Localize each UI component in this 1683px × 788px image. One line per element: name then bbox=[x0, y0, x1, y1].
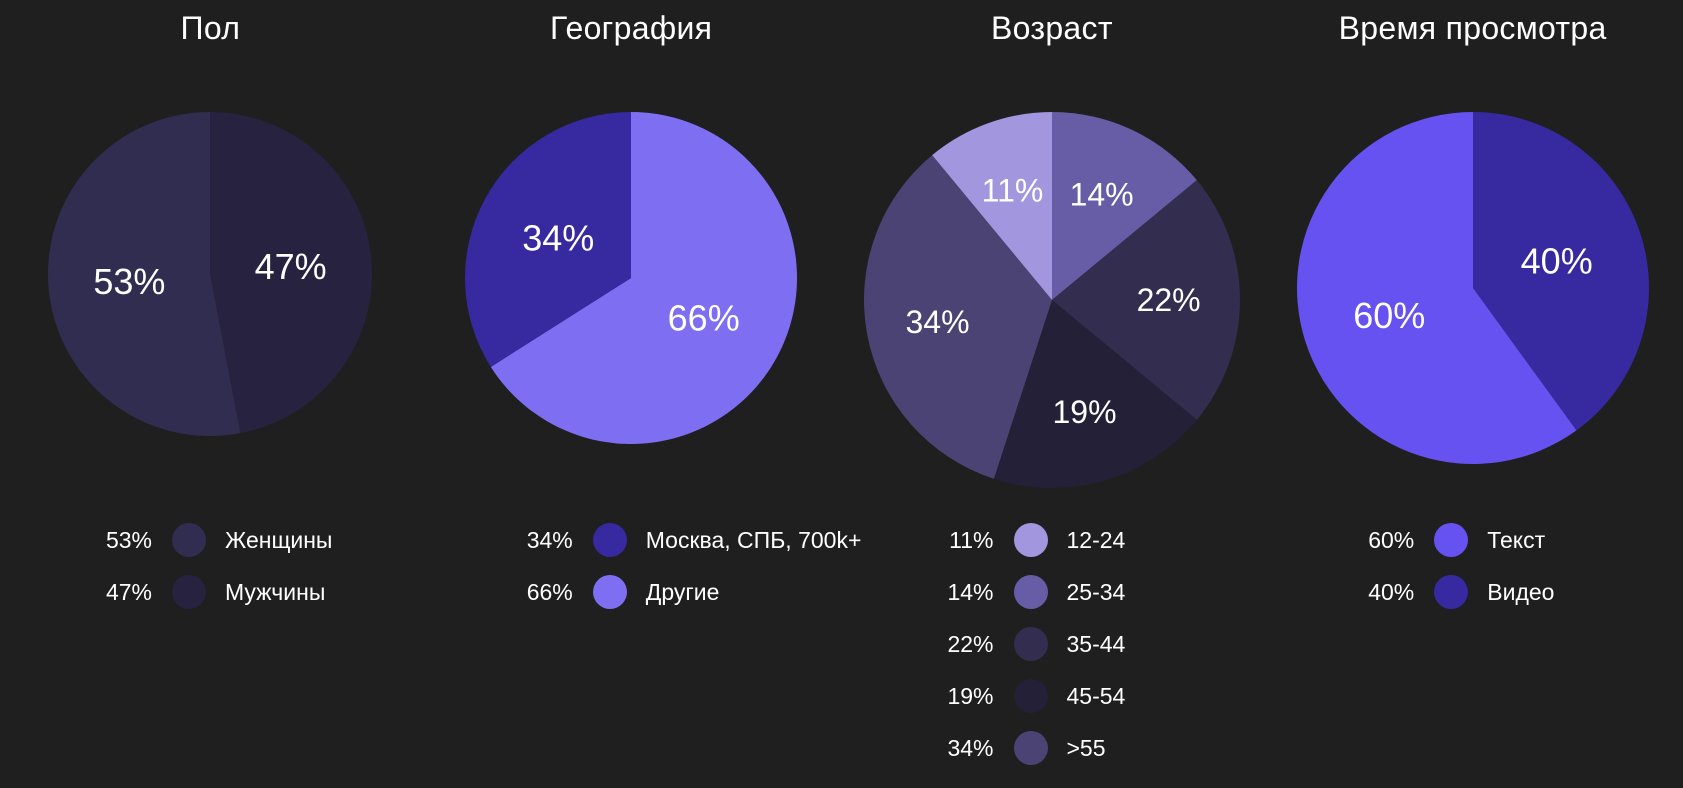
pie-slice-value: 34% bbox=[905, 304, 969, 340]
pie-slice-4 bbox=[863, 155, 1052, 479]
legend-label: 25-34 bbox=[1066, 578, 1126, 605]
legend-label: Другие bbox=[645, 578, 720, 605]
chart-title-age: Возраст bbox=[990, 10, 1113, 46]
chart-column-geography: География 66% 34% 34% Москва, СПБ, 700k+ 66… bbox=[421, 0, 861, 788]
chart-column-gender: Пол 47% 53% 53% Женщины 47% Мужчины bbox=[0, 0, 421, 788]
pie-chart-age: 14% 22% 19% 34% 11% bbox=[863, 112, 1240, 488]
legend-percent: 47% bbox=[105, 578, 152, 605]
pie-slice-value: 11% bbox=[982, 173, 1044, 209]
pie-slice-value: 14% bbox=[1069, 177, 1133, 213]
pie-svg-gender: 47% 53% bbox=[48, 112, 373, 437]
legend-percent: 11% bbox=[949, 526, 994, 553]
pie-slice-2 bbox=[1051, 180, 1240, 420]
pie-svg-geography: 66% 34% bbox=[465, 112, 798, 445]
pie-chart-watch-time: 40% 60% bbox=[1296, 112, 1649, 464]
legend-item: 40% Видео bbox=[1362, 566, 1554, 618]
legend-item: 22% 35-44 bbox=[942, 618, 1126, 670]
legend-color-dot-icon bbox=[1013, 679, 1048, 713]
pie-slice-value: 22% bbox=[1136, 282, 1200, 318]
pie-slice-value: 47% bbox=[255, 246, 327, 287]
legend-percent: 34% bbox=[947, 734, 994, 761]
pie-slice-1 bbox=[490, 112, 798, 445]
legend-item: 19% 45-54 bbox=[942, 670, 1126, 722]
legend-percent: 19% bbox=[947, 682, 994, 709]
pie-svg-watch-time: 40% 60% bbox=[1296, 112, 1649, 464]
legend-percent: 22% bbox=[947, 630, 994, 657]
legend-color-dot-icon bbox=[172, 575, 206, 609]
legend-label: Мужчины bbox=[225, 578, 326, 605]
pie-slice-1 bbox=[1051, 112, 1197, 300]
legend-label: 12-24 bbox=[1066, 526, 1126, 553]
legend-label: Москва, СПБ, 700k+ bbox=[645, 526, 862, 553]
legend-label: 45-54 bbox=[1066, 682, 1126, 709]
legend-item: 47% Мужчины bbox=[100, 566, 332, 618]
pie-svg-age: 14% 22% 19% 34% 11% bbox=[863, 112, 1240, 488]
legend-item: 60% Текст bbox=[1362, 514, 1554, 566]
pie-slice-0 bbox=[1296, 112, 1577, 464]
legend-color-dot-icon bbox=[1434, 575, 1469, 609]
legend-age: 11% 12-24 14% 25-34 22% 35-44 19% 45-54 34% >55 bbox=[942, 514, 1126, 774]
legend-item: 34% Москва, СПБ, 700k+ bbox=[521, 514, 862, 566]
legend-percent: 34% bbox=[526, 526, 573, 553]
pie-slice-value: 53% bbox=[94, 261, 166, 302]
legend-percent: 60% bbox=[1368, 526, 1415, 553]
legend-percent: 40% bbox=[1368, 578, 1415, 605]
pie-slice-value: 34% bbox=[522, 218, 594, 259]
legend-item: 53% Женщины bbox=[100, 514, 332, 566]
pie-slice-0 bbox=[48, 112, 241, 437]
legend-item: 66% Другие bbox=[521, 566, 862, 618]
legend-label: Текст bbox=[1487, 526, 1546, 553]
legend-color-dot-icon bbox=[1013, 575, 1048, 609]
legend-color-dot-icon bbox=[592, 523, 627, 557]
chart-column-watch-time: Время просмотра 40% 60% 60% Текст 40% Видео bbox=[1262, 0, 1683, 788]
pie-slice-value: 19% bbox=[1052, 394, 1116, 430]
legend-percent: 53% bbox=[105, 526, 152, 553]
pie-slice-1 bbox=[210, 112, 373, 434]
legend-item: 34% >55 bbox=[942, 722, 1126, 774]
pie-chart-gender: 47% 53% bbox=[48, 112, 373, 437]
legend-label: 35-44 bbox=[1066, 630, 1126, 657]
pie-slice-value: 66% bbox=[668, 298, 740, 339]
chart-title-gender: Пол bbox=[180, 10, 241, 46]
legend-geography: 34% Москва, СПБ, 700k+ 66% Другие bbox=[521, 514, 862, 618]
legend-color-dot-icon bbox=[1013, 627, 1048, 661]
pie-chart-geography: 66% 34% bbox=[465, 112, 798, 445]
pie-slice-3 bbox=[993, 300, 1197, 488]
legend-percent: 66% bbox=[526, 578, 573, 605]
pie-slice-0 bbox=[932, 112, 1052, 300]
legend-color-dot-icon bbox=[1434, 523, 1469, 557]
legend-item: 11% 12-24 bbox=[942, 514, 1126, 566]
legend-color-dot-icon bbox=[1013, 523, 1048, 557]
chart-column-age: Возраст 14% 22% 19% 34% 11% 11% 12-24 14% 25-34… bbox=[842, 0, 1263, 788]
pie-slice-value: 40% bbox=[1520, 240, 1592, 281]
pie-slice-value: 60% bbox=[1353, 295, 1425, 336]
chart-title-geography: География bbox=[549, 10, 713, 46]
legend-color-dot-icon bbox=[592, 575, 627, 609]
legend-color-dot-icon bbox=[172, 523, 206, 557]
legend-gender: 53% Женщины 47% Мужчины bbox=[100, 514, 332, 618]
legend-label: >55 bbox=[1066, 734, 1106, 761]
legend-color-dot-icon bbox=[1013, 731, 1048, 765]
legend-watch-time: 60% Текст 40% Видео bbox=[1362, 514, 1554, 618]
pie-slice-1 bbox=[1472, 112, 1649, 431]
pie-slice-0 bbox=[465, 112, 632, 367]
legend-percent: 14% bbox=[947, 578, 994, 605]
chart-title-watch-time: Время просмотра bbox=[1338, 10, 1607, 46]
legend-label: Видео bbox=[1487, 578, 1555, 605]
legend-item: 14% 25-34 bbox=[942, 566, 1126, 618]
legend-label: Женщины bbox=[225, 526, 333, 553]
